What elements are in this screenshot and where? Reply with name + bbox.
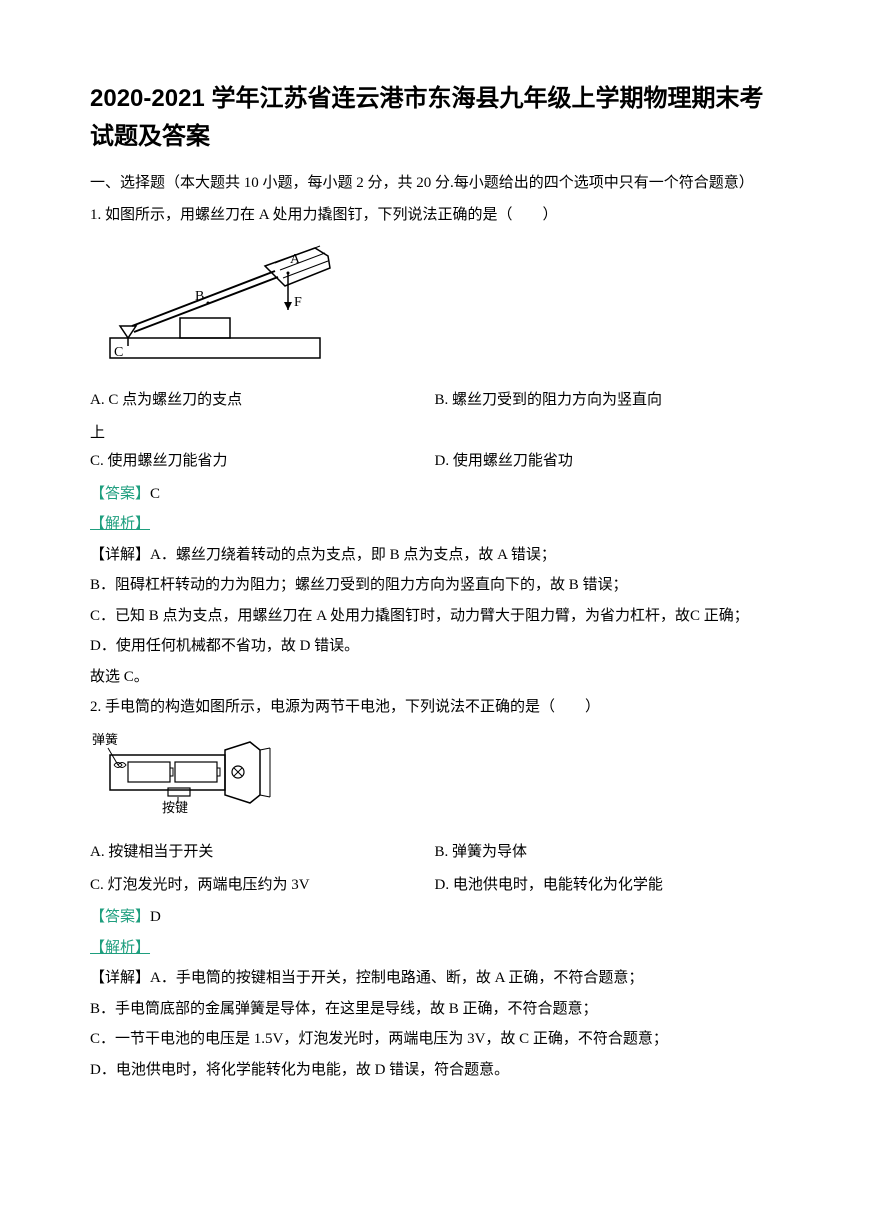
q1-detail-b: B．阻碍杠杆转动的力为阻力；螺丝刀受到的阻力方向为竖直向下的，故 B 错误； — [90, 571, 779, 600]
analysis-label: 【解析】 — [90, 516, 150, 532]
q1-option-b-line1: B. 螺丝刀受到的阻力方向为竖直向 — [435, 386, 780, 415]
q1-answer: 【答案】C — [90, 480, 779, 509]
q2-answer: 【答案】D — [90, 903, 779, 932]
q1-figure: A F B C — [90, 238, 779, 379]
q1-option-b-line2: 上 — [90, 419, 779, 448]
q1-option-d: D. 使用螺丝刀能省功 — [435, 447, 780, 476]
button-label: 按键 — [162, 800, 188, 815]
q1-text: 1. 如图所示，用螺丝刀在 A 处用力撬图钉，下列说法正确的是（ ） — [90, 201, 779, 230]
q2-option-a: A. 按键相当于开关 — [90, 838, 435, 867]
q1-options-row1: A. C 点为螺丝刀的支点 B. 螺丝刀受到的阻力方向为竖直向 — [90, 386, 779, 415]
answer-label: 【答案】 — [90, 486, 150, 502]
q2-option-d: D. 电池供电时，电能转化为化学能 — [435, 871, 780, 900]
q1-detail-d: D．使用任何机械都不省功，故 D 错误。 — [90, 632, 779, 661]
q2-figure: 弹簧 按键 — [90, 730, 779, 831]
section-header: 一、选择题（本大题共 10 小题，每小题 2 分，共 20 分.每小题给出的四个… — [90, 169, 779, 198]
q2-option-b: B. 弹簧为导体 — [435, 838, 780, 867]
q1-conclusion: 故选 C。 — [90, 663, 779, 692]
q2-options-row1: A. 按键相当于开关 B. 弹簧为导体 — [90, 838, 779, 867]
analysis-label: 【解析】 — [90, 940, 150, 956]
q2-answer-value: D — [150, 909, 161, 925]
spring-label: 弹簧 — [92, 732, 118, 747]
label-f: F — [294, 295, 302, 310]
q1-option-c: C. 使用螺丝刀能省力 — [90, 447, 435, 476]
label-b: B — [195, 289, 204, 304]
label-c: C — [114, 345, 123, 360]
q1-analysis: 【解析】 — [90, 510, 779, 539]
q2-detail-d: D．电池供电时，将化学能转化为电能，故 D 错误，符合题意。 — [90, 1056, 779, 1085]
q1-option-a: A. C 点为螺丝刀的支点 — [90, 386, 435, 415]
q1-answer-value: C — [150, 486, 160, 502]
document-title: 2020-2021 学年江苏省连云港市东海县九年级上学期物理期末考试题及答案 — [90, 80, 779, 157]
q2-options-row2: C. 灯泡发光时，两端电压约为 3V D. 电池供电时，电能转化为化学能 — [90, 871, 779, 900]
answer-label: 【答案】 — [90, 909, 150, 925]
q2-analysis: 【解析】 — [90, 934, 779, 963]
q1-options-row2: C. 使用螺丝刀能省力 D. 使用螺丝刀能省功 — [90, 447, 779, 476]
label-a: A — [290, 252, 301, 267]
q2-text: 2. 手电筒的构造如图所示，电源为两节干电池，下列说法不正确的是（ ） — [90, 693, 779, 722]
q2-option-c: C. 灯泡发光时，两端电压约为 3V — [90, 871, 435, 900]
q2-detail-a: 【详解】A．手电筒的按键相当于开关，控制电路通、断，故 A 正确，不符合题意； — [90, 964, 779, 993]
q2-detail-b: B．手电筒底部的金属弹簧是导体，在这里是导线，故 B 正确，不符合题意； — [90, 995, 779, 1024]
q2-detail-c: C．一节干电池的电压是 1.5V，灯泡发光时，两端电压为 3V，故 C 正确，不… — [90, 1025, 779, 1054]
q1-detail-a: 【详解】A．螺丝刀绕着转动的点为支点，即 B 点为支点，故 A 错误； — [90, 541, 779, 570]
q1-detail-c: C．已知 B 点为支点，用螺丝刀在 A 处用力撬图钉时，动力臂大于阻力臂，为省力… — [90, 602, 779, 631]
